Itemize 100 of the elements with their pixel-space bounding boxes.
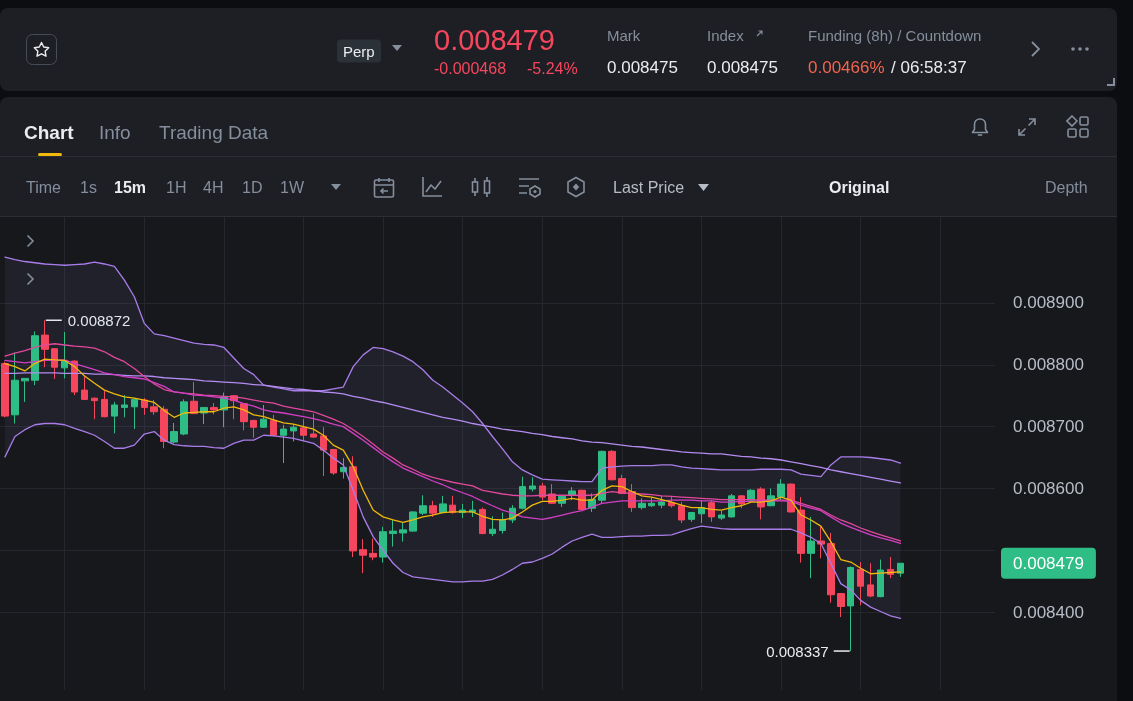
candlestick <box>897 562 904 578</box>
text: 0.008475 <box>607 57 678 77</box>
candlestick <box>678 501 685 524</box>
text: Index <box>707 26 744 44</box>
candlestick <box>708 499 715 523</box>
text: Funding (8h) / Countdown <box>808 26 982 44</box>
candlestick <box>409 510 417 533</box>
candlestick <box>379 526 387 564</box>
text: -5.24% <box>527 60 578 77</box>
y-tick-label: 0.008800 <box>1013 355 1084 375</box>
candlestick <box>141 397 148 416</box>
text: 1H <box>166 179 187 196</box>
text: Last Price <box>613 179 685 196</box>
line-series <box>4 422 902 619</box>
candlestick <box>210 402 218 415</box>
text: 0.008479 <box>434 23 555 56</box>
candlestick <box>648 496 655 508</box>
candlestick <box>837 592 845 618</box>
text: Info <box>99 121 131 143</box>
candlestick <box>81 376 88 401</box>
candlestick <box>101 390 108 418</box>
candlestick <box>51 347 58 380</box>
candlestick <box>529 476 536 493</box>
candlestick <box>121 394 128 418</box>
candlestick <box>61 331 68 379</box>
y-tick-label: 0.008900 <box>1013 293 1084 313</box>
candlestick <box>260 404 267 429</box>
candlestick <box>747 488 755 503</box>
candlestick <box>638 497 646 510</box>
candlestick <box>857 561 864 606</box>
candlestick <box>131 397 138 430</box>
candlestick <box>41 319 49 368</box>
candlestick <box>300 418 307 442</box>
candlestick <box>310 413 317 439</box>
candlestick <box>698 499 705 524</box>
candlestick <box>598 450 606 504</box>
candlestick <box>389 519 397 548</box>
candlestick <box>419 494 427 516</box>
candlestick <box>718 510 725 521</box>
candlestick <box>250 419 257 439</box>
candlestick <box>519 476 526 510</box>
text: 1s <box>80 179 97 196</box>
candlestick <box>867 562 874 598</box>
candlestick <box>160 405 168 449</box>
text: 4H <box>203 179 224 196</box>
candlestick <box>399 522 407 543</box>
annotation: 0.008337 <box>766 642 829 660</box>
candlestick <box>359 538 367 574</box>
candlestick <box>797 496 805 564</box>
y-tick-label: 0.008400 <box>1013 602 1084 622</box>
candlestick <box>170 422 178 444</box>
text: / 06:58:37 <box>891 57 967 77</box>
candlestick <box>369 538 377 561</box>
candlestick <box>270 414 277 437</box>
candlestick <box>777 478 785 501</box>
text: 0.008479 <box>1013 553 1084 573</box>
candlestick <box>658 495 665 509</box>
text: 0.00466% <box>808 57 885 77</box>
candlestick <box>240 402 248 431</box>
y-tick-label: 0.008700 <box>1013 417 1084 437</box>
candlestick <box>330 448 337 476</box>
candlestick <box>320 426 327 477</box>
candlestick <box>11 351 19 425</box>
text: 15m <box>114 179 147 196</box>
candlestick <box>91 397 98 420</box>
candlestick <box>280 424 287 464</box>
candlestick <box>608 449 616 481</box>
y-tick-label: 0.008600 <box>1013 478 1084 498</box>
candlestick <box>827 532 835 604</box>
line-series <box>4 256 902 483</box>
candlestick <box>190 381 198 415</box>
candlestick <box>489 515 496 537</box>
candlestick <box>290 423 297 442</box>
text: Mark <box>607 26 641 44</box>
text: 1W <box>280 179 304 196</box>
candlestick <box>439 495 447 514</box>
candlestick <box>499 512 506 535</box>
candlestick <box>807 516 815 579</box>
candlestick <box>150 399 158 416</box>
candlestick <box>479 507 486 535</box>
text: Trading Data <box>159 121 269 143</box>
candlestick <box>180 398 188 436</box>
candlestick <box>21 377 29 403</box>
text: Original <box>829 179 890 196</box>
candlestick <box>429 500 437 518</box>
text: Time <box>26 179 61 196</box>
text: -0.000468 <box>434 60 507 77</box>
candlestick <box>111 401 118 434</box>
text: 1D <box>242 179 263 196</box>
text: 0.008475 <box>707 57 778 77</box>
text: Chart <box>24 121 74 143</box>
candlestick <box>539 482 546 501</box>
annotation: 0.008872 <box>67 311 131 329</box>
line-series <box>4 372 902 484</box>
candlestick <box>1 361 9 418</box>
candlestick <box>688 511 695 523</box>
candlestick <box>349 455 357 558</box>
candlestick <box>847 565 854 652</box>
text: Depth <box>1045 179 1088 196</box>
candlestick <box>877 559 884 598</box>
